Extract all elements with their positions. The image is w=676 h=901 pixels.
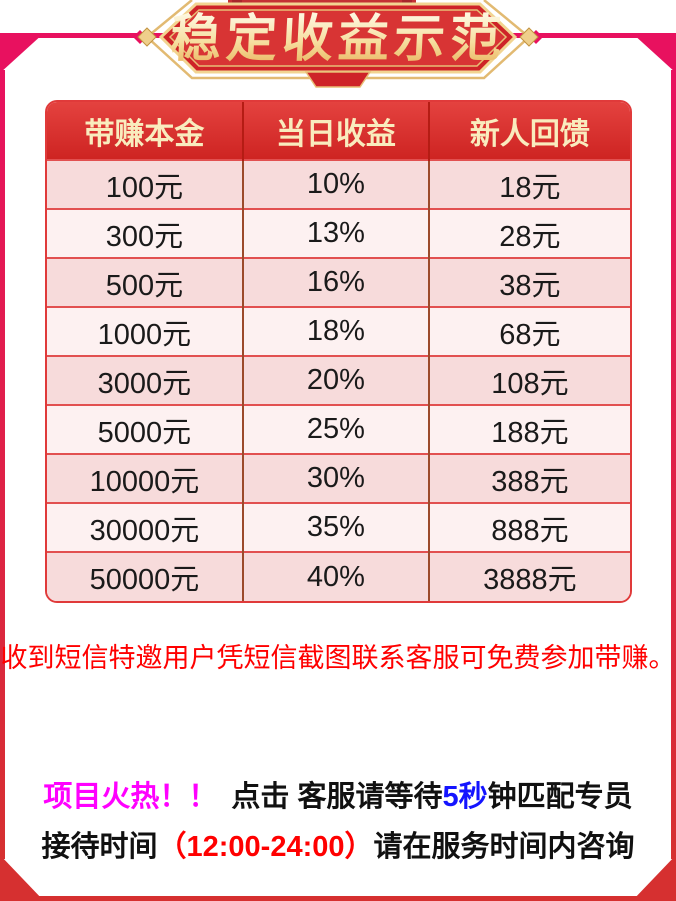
header-newbie-bonus: 新人回馈 [427, 102, 630, 160]
table-cell: 108元 [427, 355, 630, 405]
table-row: 1000元 18% 68元 [47, 306, 630, 356]
frame-right-border [671, 70, 676, 859]
header-principal: 带赚本金 [47, 102, 243, 160]
table-cell: 68元 [427, 306, 630, 356]
table-cell: 25% [241, 404, 429, 454]
table-row: 300元 13% 28元 [47, 208, 630, 258]
banner: 稳定收益示范 [0, 0, 676, 96]
frame-left-border [0, 70, 5, 859]
footer-line-1: 项目火热！！ 点击 客服请等待5秒钟匹配专员 [0, 772, 676, 822]
table-cell: 30% [241, 453, 429, 503]
table-row: 500元 16% 38元 [47, 257, 630, 307]
table-cell: 18元 [427, 159, 630, 209]
table-cell: 30000元 [47, 502, 243, 552]
service-hours-time: （12:00-24:00） [157, 831, 374, 863]
table-row: 50000元 40% 3888元 [47, 551, 630, 601]
table-cell: 40% [241, 551, 429, 601]
header-daily-return: 当日收益 [241, 102, 429, 160]
table-cell: 888元 [427, 502, 630, 552]
table-cell: 16% [241, 257, 429, 307]
table-cell: 10% [241, 159, 429, 209]
table-cell: 1000元 [47, 306, 243, 356]
table-cell: 100元 [47, 159, 243, 209]
seconds-highlight: 5秒 [442, 781, 488, 813]
service-hours-suffix: 请在服务时间内咨询 [373, 831, 635, 863]
table-row: 100元 10% 18元 [47, 159, 630, 209]
table-cell: 50000元 [47, 551, 243, 601]
income-table-container: 带赚本金 当日收益 新人回馈 100元 10% 18元 300元 13% 28元… [45, 100, 632, 603]
hot-label: 项目火热！！ [43, 781, 218, 813]
footer-line1-text: 点击 客服请等待 [231, 781, 443, 813]
table-cell: 28元 [427, 208, 630, 258]
income-table: 带赚本金 当日收益 新人回馈 100元 10% 18元 300元 13% 28元… [47, 102, 630, 601]
table-cell: 188元 [427, 404, 630, 454]
notice-text: 收到短信特邀用户凭短信截图联系客服可免费参加带赚。 [0, 643, 676, 673]
banner-ribbon-graphic [133, 0, 543, 88]
footer-line-2: 接待时间（12:00-24:00）请在服务时间内咨询 [0, 822, 676, 872]
table-row: 10000元 30% 388元 [47, 453, 630, 503]
table-cell: 20% [241, 355, 429, 405]
table-row: 3000元 20% 108元 [47, 355, 630, 405]
service-hours-label: 接待时间 [41, 831, 158, 863]
table-row: 30000元 35% 888元 [47, 502, 630, 552]
table-cell: 5000元 [47, 404, 243, 454]
table-cell: 18% [241, 306, 429, 356]
table-cell: 3888元 [427, 551, 630, 601]
table-row: 5000元 25% 188元 [47, 404, 630, 454]
table-cell: 388元 [427, 453, 630, 503]
footer: 项目火热！！ 点击 客服请等待5秒钟匹配专员 接待时间（12:00-24:00）请… [0, 772, 676, 872]
table-cell: 13% [241, 208, 429, 258]
frame-bottom-border [36, 896, 640, 901]
banner-title: 稳定收益示范 [0, 6, 676, 72]
table-cell: 35% [241, 502, 429, 552]
table-cell: 300元 [47, 208, 243, 258]
table-cell: 3000元 [47, 355, 243, 405]
table-header-row: 带赚本金 当日收益 新人回馈 [47, 102, 630, 160]
table-cell: 500元 [47, 257, 243, 307]
table-cell: 10000元 [47, 453, 243, 503]
table-cell: 38元 [427, 257, 630, 307]
footer-line1-tail: 钟匹配专员 [487, 781, 633, 813]
